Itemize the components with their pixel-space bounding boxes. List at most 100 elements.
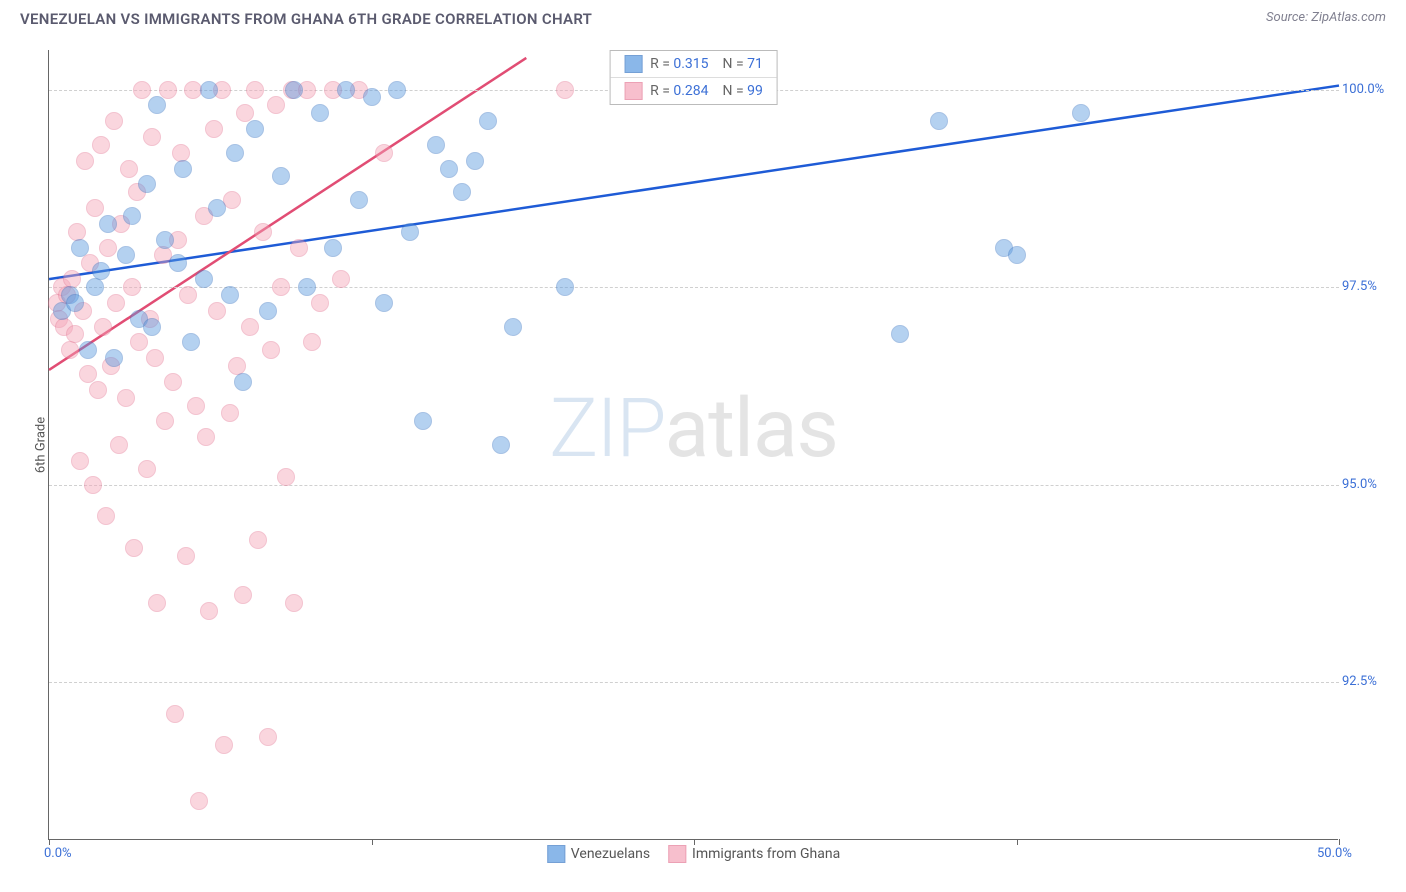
grid-line [49, 287, 1339, 288]
scatter-point [337, 81, 355, 99]
scatter-point [76, 152, 94, 170]
scatter-point [414, 412, 432, 430]
source-attribution: Source: ZipAtlas.com [1266, 10, 1386, 25]
scatter-point [117, 246, 135, 264]
scatter-point [215, 736, 233, 754]
scatter-point [285, 594, 303, 612]
scatter-point [234, 373, 252, 391]
scatter-point [226, 144, 244, 162]
watermark-atlas: atlas [665, 381, 838, 477]
scatter-point [143, 318, 161, 336]
scatter-point [159, 81, 177, 99]
scatter-point [246, 81, 264, 99]
scatter-point [117, 389, 135, 407]
trend-lines-svg [49, 50, 1339, 840]
scatter-point [401, 223, 419, 241]
series-legend-item: Venezuelans [547, 845, 650, 863]
stats-legend: R = 0.315N = 71 R = 0.284N = 99 [609, 50, 778, 105]
scatter-point [311, 294, 329, 312]
series-legend-label: Venezuelans [571, 846, 650, 862]
stats-text: R = 0.315N = 71 [650, 56, 763, 72]
scatter-point [246, 120, 264, 138]
scatter-point [236, 104, 254, 122]
stats-legend-row: R = 0.284N = 99 [610, 78, 777, 104]
scatter-point [492, 436, 510, 454]
scatter-point [71, 452, 89, 470]
y-tick-label: 97.5% [1342, 279, 1402, 294]
scatter-point [427, 136, 445, 154]
scatter-point [200, 602, 218, 620]
scatter-point [375, 294, 393, 312]
scatter-point [195, 270, 213, 288]
scatter-point [272, 167, 290, 185]
scatter-point [311, 104, 329, 122]
stats-text: R = 0.284N = 99 [650, 83, 763, 99]
scatter-point [86, 278, 104, 296]
scatter-point [190, 792, 208, 810]
scatter-point [556, 81, 574, 99]
legend-swatch [547, 845, 565, 863]
y-tick-label: 100.0% [1342, 82, 1402, 97]
scatter-point [182, 333, 200, 351]
scatter-point [164, 373, 182, 391]
scatter-point [453, 183, 471, 201]
scatter-point [259, 302, 277, 320]
scatter-point [71, 239, 89, 257]
scatter-point [92, 136, 110, 154]
scatter-point [290, 239, 308, 257]
scatter-point [99, 239, 117, 257]
y-tick-label: 92.5% [1342, 674, 1402, 689]
scatter-point [272, 278, 290, 296]
scatter-point [375, 144, 393, 162]
scatter-point [930, 112, 948, 130]
scatter-point [1008, 246, 1026, 264]
legend-swatch [624, 82, 642, 100]
scatter-point [138, 460, 156, 478]
scatter-point [123, 278, 141, 296]
scatter-point [143, 128, 161, 146]
scatter-point [556, 278, 574, 296]
scatter-point [363, 88, 381, 106]
scatter-point [234, 586, 252, 604]
scatter-point [208, 199, 226, 217]
scatter-point [324, 239, 342, 257]
x-tick [1339, 839, 1340, 845]
scatter-point [89, 381, 107, 399]
scatter-point [79, 341, 97, 359]
scatter-point [187, 397, 205, 415]
scatter-point [221, 286, 239, 304]
x-tick-label: 50.0% [1317, 846, 1352, 861]
stats-legend-row: R = 0.315N = 71 [610, 51, 777, 78]
scatter-point [146, 349, 164, 367]
scatter-point [205, 120, 223, 138]
scatter-point [166, 705, 184, 723]
scatter-point [148, 594, 166, 612]
scatter-point [177, 547, 195, 565]
plot-area: ZIPatlas 92.5%95.0%97.5%100.0%0.0%50.0%R… [48, 50, 1338, 840]
scatter-point [241, 318, 259, 336]
grid-line [49, 682, 1339, 683]
scatter-point [174, 160, 192, 178]
scatter-point [148, 96, 166, 114]
scatter-point [79, 365, 97, 383]
scatter-point [285, 81, 303, 99]
chart-container: 6th Grade ZIPatlas 92.5%95.0%97.5%100.0%… [48, 50, 1388, 840]
x-tick [372, 839, 373, 845]
scatter-point [120, 160, 138, 178]
scatter-point [92, 262, 110, 280]
scatter-point [105, 349, 123, 367]
scatter-point [197, 428, 215, 446]
scatter-point [262, 341, 280, 359]
scatter-point [1072, 104, 1090, 122]
scatter-point [466, 152, 484, 170]
chart-title: VENEZUELAN VS IMMIGRANTS FROM GHANA 6TH … [20, 10, 592, 28]
y-tick-label: 95.0% [1342, 477, 1402, 492]
scatter-point [259, 728, 277, 746]
watermark: ZIPatlas [549, 381, 838, 477]
scatter-point [200, 81, 218, 99]
series-legend: VenezuelansImmigrants from Ghana [547, 845, 840, 863]
scatter-point [303, 333, 321, 351]
scatter-point [891, 325, 909, 343]
x-tick-label: 0.0% [44, 846, 72, 861]
grid-line [49, 485, 1339, 486]
